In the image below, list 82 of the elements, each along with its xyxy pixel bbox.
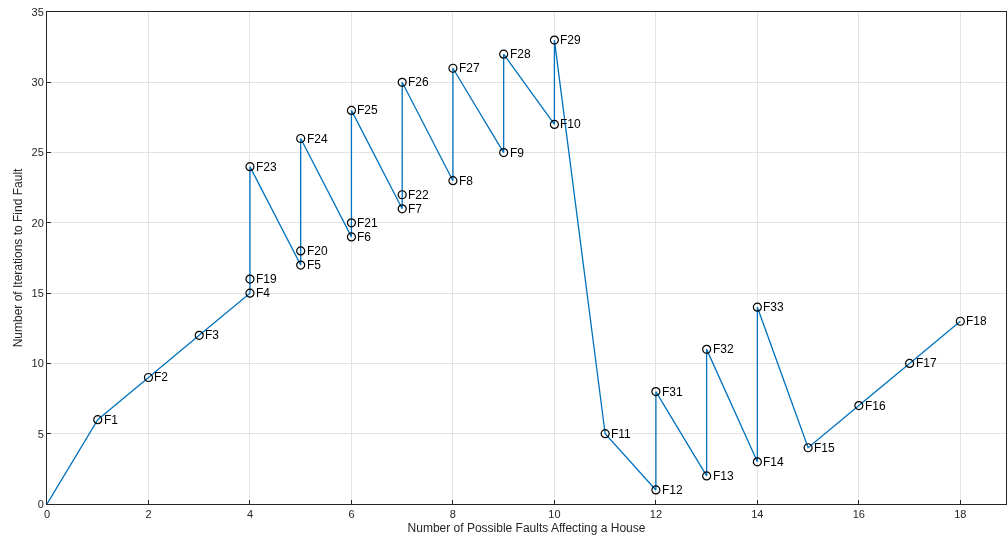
- y-tick-label: 5: [37, 427, 44, 440]
- annotation: F20: [307, 244, 328, 258]
- point: [702, 344, 712, 354]
- point: [143, 372, 154, 383]
- annotation: F8: [459, 174, 474, 188]
- x-tick-label: 12: [649, 508, 663, 521]
- point: [752, 302, 762, 312]
- point: [245, 288, 255, 298]
- point: [448, 176, 458, 186]
- annotation: F25: [357, 103, 378, 117]
- x-tick-label: 2: [145, 508, 152, 521]
- annotation: F33: [763, 300, 784, 314]
- y-tick-label: 35: [31, 5, 44, 18]
- point: [752, 457, 762, 467]
- y-tick-label: 25: [31, 146, 44, 159]
- annotation: F2: [154, 370, 169, 384]
- annotation: F5: [307, 258, 322, 272]
- point: [499, 147, 509, 158]
- annotation: F4: [256, 286, 271, 300]
- annotation: F14: [763, 455, 784, 469]
- x-tick-label: 4: [246, 508, 254, 521]
- annotation: F18: [966, 314, 987, 328]
- point: [245, 162, 255, 172]
- annotation: F9: [510, 146, 525, 160]
- point: [194, 330, 204, 340]
- point: [296, 260, 306, 270]
- annotation: F24: [307, 132, 328, 146]
- y-tick-label: 15: [31, 286, 44, 299]
- x-axis-title: Number of Possible Faults Affecting a House: [407, 521, 646, 536]
- point: [346, 232, 357, 242]
- annotation: F31: [662, 385, 683, 399]
- y-tick-label: 30: [31, 76, 44, 89]
- point: [549, 35, 560, 45]
- annotation: F22: [408, 188, 429, 202]
- x-tick-label: 6: [348, 508, 355, 521]
- point: [651, 386, 661, 397]
- annotation: F16: [865, 399, 886, 413]
- point: [803, 443, 813, 453]
- annotation: F11: [611, 427, 632, 441]
- point: [651, 485, 661, 495]
- annotation: F1: [104, 413, 119, 427]
- annotation: F19: [256, 272, 277, 286]
- point: [397, 77, 407, 87]
- x-tick-label: 18: [954, 508, 967, 521]
- x-tick-label: 14: [751, 508, 764, 521]
- annotation: F32: [713, 342, 734, 356]
- y-axis-title: Number of Iterations to Find Fault: [10, 167, 25, 348]
- x-tick-label: 8: [449, 508, 456, 521]
- annotation: F15: [814, 441, 835, 455]
- annotation: F7: [408, 202, 423, 216]
- annotation: F28: [510, 47, 531, 61]
- point: [448, 63, 458, 73]
- point: [549, 119, 560, 130]
- annotation: F3: [205, 328, 220, 342]
- annotation: F12: [662, 483, 683, 497]
- point: [93, 415, 103, 425]
- annotation: F27: [459, 61, 480, 75]
- annotation: F21: [357, 216, 378, 230]
- point: [702, 471, 712, 481]
- point: [245, 274, 255, 284]
- annotation: F26: [408, 75, 429, 89]
- x-tick-label: 10: [548, 508, 561, 521]
- point: [955, 316, 965, 326]
- y-tick-label: 0: [37, 497, 44, 510]
- point: [296, 246, 306, 256]
- point: [904, 358, 915, 369]
- annotation: F13: [713, 469, 734, 483]
- annotation: F29: [560, 33, 581, 47]
- annotation: F6: [357, 230, 372, 244]
- y-tick-label: 10: [31, 357, 44, 370]
- annotation: F23: [256, 160, 277, 174]
- point: [397, 204, 407, 214]
- point: [346, 105, 357, 115]
- y-tick-label: 20: [31, 216, 44, 229]
- point: [296, 133, 306, 144]
- annotation: F17: [916, 356, 937, 370]
- point: [600, 429, 610, 439]
- point: [397, 190, 407, 200]
- point: [346, 218, 357, 228]
- x-tick-label: 16: [852, 508, 865, 521]
- point: [499, 49, 509, 59]
- point: [854, 401, 864, 411]
